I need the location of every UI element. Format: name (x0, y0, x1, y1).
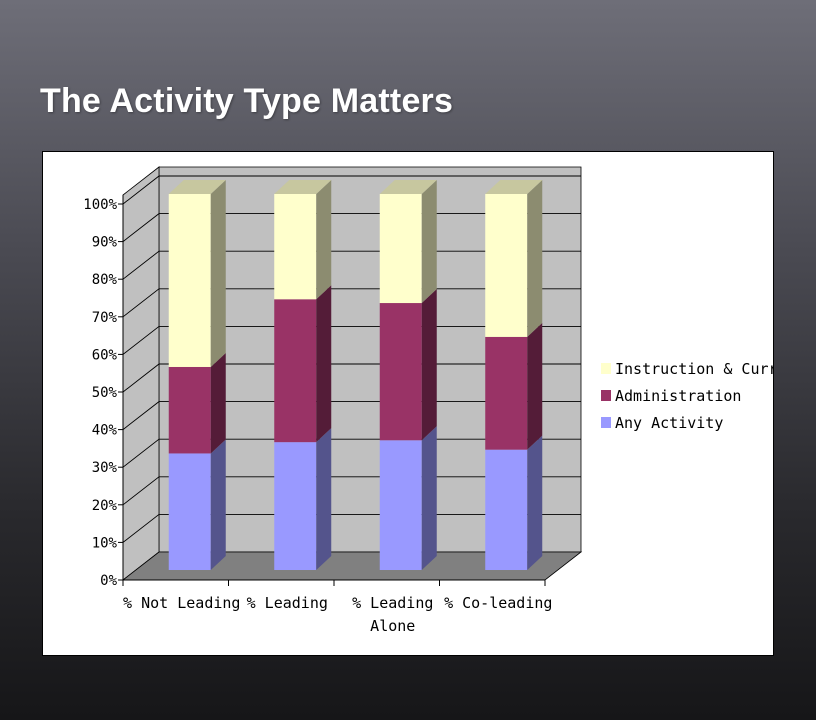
gridline (122, 438, 581, 468)
legend-swatch (601, 363, 611, 374)
stacked-bar-chart: 0% 10% 20% 30% 40% 50% 60% 70% 80% 90% 100% % Not L… (83, 166, 773, 635)
bar-segment (168, 352, 226, 454)
y-tick-label: 50% (92, 385, 118, 401)
x-category-label: % Leading (352, 594, 433, 612)
bar-segment (274, 180, 332, 300)
chart-frame: 0% 10% 20% 30% 40% 50% 60% 70% 80% 90% 100% % Not L… (42, 151, 774, 656)
y-tick-label: 40% (92, 423, 118, 439)
gridline (122, 175, 581, 205)
legend: Instruction & Curri Administration Any Act… (601, 360, 773, 432)
bar-segment (485, 435, 543, 570)
x-axis (122, 579, 546, 586)
bar-segment (379, 426, 437, 570)
legend-label: Administration (615, 387, 741, 405)
y-tick-label: 0% (100, 573, 117, 589)
bar-segment (168, 180, 226, 367)
legend-label: Instruction & Curri (615, 360, 773, 378)
gridline (122, 250, 581, 280)
y-tick-label: 80% (92, 272, 118, 288)
bar-segment (485, 322, 543, 450)
y-tick-label: 10% (92, 535, 118, 551)
legend-swatch (601, 417, 611, 428)
bar-segment (485, 180, 543, 337)
bars (168, 180, 543, 570)
y-tick-label: 70% (92, 310, 118, 326)
legend-label: Any Activity (615, 414, 723, 432)
bar-segment (379, 180, 437, 304)
slide-title: The Activity Type Matters (40, 82, 454, 120)
x-category-labels: % Not Leading % Leading % Leading Alone % Co… (123, 594, 552, 635)
gridline (122, 213, 581, 242)
bar-segment (168, 439, 226, 570)
gridline (122, 513, 581, 543)
bar-segment (379, 289, 437, 441)
x-category-label: % Co-leading (444, 594, 552, 612)
x-category-label: % Leading (247, 594, 328, 612)
y-tick-label: 90% (92, 235, 118, 251)
gridline (122, 401, 581, 430)
gridline (122, 363, 581, 393)
y-tick-label: 100% (83, 197, 117, 213)
gridlines (122, 175, 581, 543)
gridline (122, 288, 581, 318)
x-category-label: Alone (370, 617, 415, 635)
bar-segment (274, 285, 332, 443)
y-axis: 0% 10% 20% 30% 40% 50% 60% 70% 80% 90% 100% (83, 195, 124, 589)
x-category-label: % Not Leading (123, 594, 240, 612)
y-tick-label: 60% (92, 347, 118, 363)
bar-segment (274, 428, 332, 570)
y-tick-label: 30% (92, 460, 118, 476)
y-tick-label: 20% (92, 498, 118, 514)
gridline (122, 325, 581, 355)
gridline (122, 476, 581, 506)
legend-swatch (601, 390, 611, 401)
